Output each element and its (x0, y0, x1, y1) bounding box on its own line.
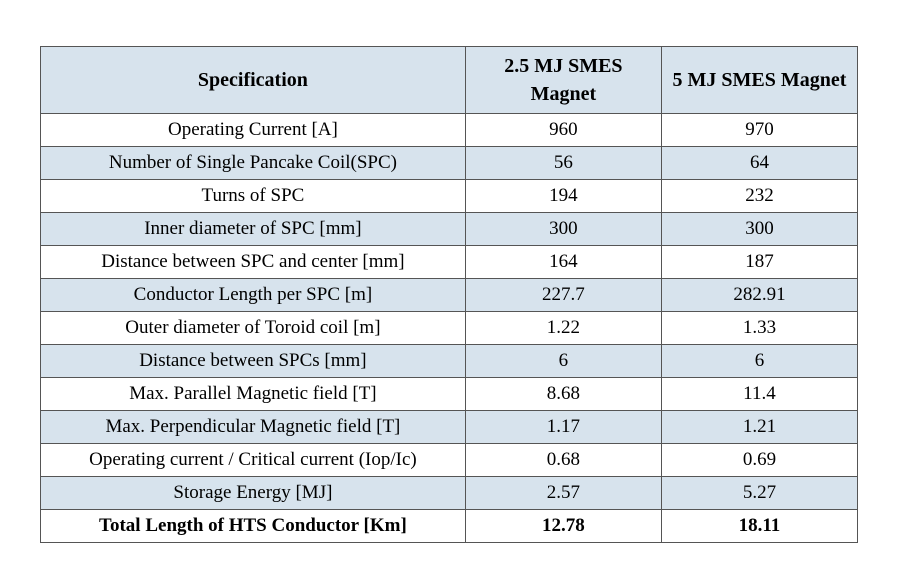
table-row: Total Length of HTS Conductor [Km]12.781… (41, 509, 858, 542)
cell-5mj: 282.91 (661, 278, 857, 311)
table-row: Max. Parallel Magnetic field [T]8.6811.4 (41, 377, 858, 410)
table-body: Operating Current [A]960970Number of Sin… (41, 113, 858, 542)
table-row: Outer diameter of Toroid coil [m]1.221.3… (41, 311, 858, 344)
cell-specification: Operating current / Critical current (Io… (41, 443, 466, 476)
cell-specification: Operating Current [A] (41, 113, 466, 146)
cell-specification: Storage Energy [MJ] (41, 476, 466, 509)
smes-spec-table: Specification 2.5 MJ SMES Magnet 5 MJ SM… (40, 46, 858, 543)
cell-specification: Conductor Length per SPC [m] (41, 278, 466, 311)
cell-5mj: 0.69 (661, 443, 857, 476)
cell-specification: Turns of SPC (41, 179, 466, 212)
cell-2-5mj: 164 (465, 245, 661, 278)
cell-2-5mj: 1.17 (465, 410, 661, 443)
cell-specification: Max. Perpendicular Magnetic field [T] (41, 410, 466, 443)
cell-5mj: 1.21 (661, 410, 857, 443)
cell-5mj: 187 (661, 245, 857, 278)
cell-specification: Distance between SPCs [mm] (41, 344, 466, 377)
cell-5mj: 300 (661, 212, 857, 245)
cell-2-5mj: 0.68 (465, 443, 661, 476)
table-row: Distance between SPC and center [mm]1641… (41, 245, 858, 278)
cell-5mj: 1.33 (661, 311, 857, 344)
header-row: Specification 2.5 MJ SMES Magnet 5 MJ SM… (41, 46, 858, 113)
table-row: Operating Current [A]960970 (41, 113, 858, 146)
cell-specification: Distance between SPC and center [mm] (41, 245, 466, 278)
table-row: Max. Perpendicular Magnetic field [T]1.1… (41, 410, 858, 443)
cell-5mj: 232 (661, 179, 857, 212)
smes-spec-table-container: Specification 2.5 MJ SMES Magnet 5 MJ SM… (40, 46, 858, 543)
table-row: Operating current / Critical current (Io… (41, 443, 858, 476)
cell-2-5mj: 1.22 (465, 311, 661, 344)
header-specification: Specification (41, 46, 466, 113)
cell-2-5mj: 960 (465, 113, 661, 146)
cell-2-5mj: 8.68 (465, 377, 661, 410)
cell-specification: Inner diameter of SPC [mm] (41, 212, 466, 245)
table-row: Turns of SPC194232 (41, 179, 858, 212)
table-header: Specification 2.5 MJ SMES Magnet 5 MJ SM… (41, 46, 858, 113)
cell-2-5mj: 6 (465, 344, 661, 377)
table-row: Storage Energy [MJ]2.575.27 (41, 476, 858, 509)
cell-2-5mj: 56 (465, 146, 661, 179)
cell-5mj: 6 (661, 344, 857, 377)
table-row: Conductor Length per SPC [m]227.7282.91 (41, 278, 858, 311)
cell-2-5mj: 194 (465, 179, 661, 212)
cell-specification: Number of Single Pancake Coil(SPC) (41, 146, 466, 179)
header-5mj: 5 MJ SMES Magnet (661, 46, 857, 113)
cell-5mj: 5.27 (661, 476, 857, 509)
header-2-5mj: 2.5 MJ SMES Magnet (465, 46, 661, 113)
cell-5mj: 18.11 (661, 509, 857, 542)
table-row: Distance between SPCs [mm]66 (41, 344, 858, 377)
cell-specification: Total Length of HTS Conductor [Km] (41, 509, 466, 542)
cell-specification: Outer diameter of Toroid coil [m] (41, 311, 466, 344)
cell-5mj: 64 (661, 146, 857, 179)
cell-5mj: 11.4 (661, 377, 857, 410)
cell-2-5mj: 300 (465, 212, 661, 245)
cell-2-5mj: 12.78 (465, 509, 661, 542)
table-row: Inner diameter of SPC [mm]300300 (41, 212, 858, 245)
cell-2-5mj: 2.57 (465, 476, 661, 509)
cell-2-5mj: 227.7 (465, 278, 661, 311)
cell-5mj: 970 (661, 113, 857, 146)
table-row: Number of Single Pancake Coil(SPC)5664 (41, 146, 858, 179)
cell-specification: Max. Parallel Magnetic field [T] (41, 377, 466, 410)
